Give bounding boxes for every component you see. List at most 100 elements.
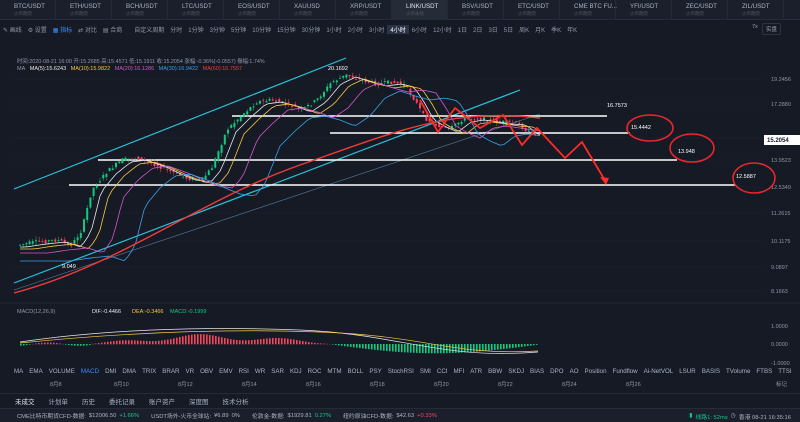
toolbar-label: 1日 bbox=[457, 27, 468, 34]
indicator-option[interactable]: CCI bbox=[436, 368, 448, 375]
indicator-option[interactable]: FTBS bbox=[756, 368, 773, 375]
indicator-option[interactable]: TRIX bbox=[142, 368, 157, 375]
indicator-option[interactable]: AO bbox=[569, 368, 579, 375]
toolbar-item[interactable]: ⇄ 对比 bbox=[75, 25, 100, 34]
indicator-option[interactable]: OBV bbox=[200, 368, 214, 375]
toolbar-item[interactable]: ▤ 合商 bbox=[100, 25, 125, 34]
indicator-option[interactable]: RSI bbox=[238, 368, 249, 375]
indicator-option[interactable]: BRAR bbox=[162, 368, 180, 375]
toolbar-item[interactable]: 周K bbox=[516, 25, 532, 34]
toolbar-item[interactable]: 1分钟 bbox=[185, 25, 206, 34]
toolbar-item[interactable]: 年K bbox=[564, 25, 580, 34]
toolbar-item[interactable]: 月K bbox=[532, 25, 548, 34]
toolbar-item[interactable]: 5分钟 bbox=[228, 25, 249, 34]
toolbar-item[interactable]: 4小时 bbox=[387, 24, 409, 34]
toolbar-item[interactable]: 1日 bbox=[455, 25, 470, 34]
x-axis-marker[interactable]: 标记 bbox=[776, 382, 788, 388]
toolbar-item[interactable]: 季K bbox=[548, 25, 564, 34]
toolbar-item[interactable]: 2小时 bbox=[345, 25, 366, 34]
indicator-option[interactable]: SMI bbox=[419, 368, 431, 375]
indicator-option[interactable]: DPO bbox=[550, 368, 564, 375]
macd-bar bbox=[227, 338, 229, 345]
ma10-line bbox=[20, 78, 541, 250]
indicator-option[interactable]: MFI bbox=[453, 368, 465, 375]
ticker-tab[interactable]: EOS/USDT 火币期货 bbox=[224, 0, 280, 19]
order-tab[interactable]: 历史 bbox=[82, 398, 95, 406]
macd-bar bbox=[374, 344, 376, 350]
macd-bar bbox=[50, 342, 52, 345]
ticker-tab[interactable]: ZIL/USDT 火币期货 bbox=[728, 0, 784, 19]
toolbar-item[interactable]: 3小时 bbox=[366, 25, 387, 34]
ticker-label: CME比特币期货CFD-数据: bbox=[17, 414, 86, 420]
ticker-tab[interactable]: CME BTC FU... 火币期货 bbox=[560, 0, 617, 19]
indicator-option[interactable]: MACD bbox=[80, 368, 100, 375]
indicator-option[interactable]: DMI bbox=[105, 368, 117, 375]
toolbar-item[interactable]: ✎ 画线 bbox=[0, 25, 25, 34]
toolbar-item[interactable]: 12小时 bbox=[430, 25, 455, 34]
toolbar-item[interactable]: 10分钟 bbox=[249, 25, 274, 34]
indicator-option[interactable]: MTM bbox=[327, 368, 342, 375]
indicator-option[interactable]: TTSI bbox=[778, 368, 792, 375]
indicator-option[interactable]: Ai-NetVOL bbox=[643, 368, 674, 375]
toolbar-item[interactable]: ▦ 指标 bbox=[50, 25, 75, 34]
toolbar-item[interactable]: 30分钟 bbox=[299, 25, 324, 34]
ticker-tab[interactable]: ZEC/USDT 火币期货 bbox=[672, 0, 728, 19]
indicator-option[interactable]: PSY bbox=[369, 368, 382, 375]
indicator-option[interactable]: MA bbox=[14, 368, 24, 375]
candlestick-chart[interactable]: 19.2456 17.2880 15.2054 13.9523 12.5349 11.26… bbox=[0, 36, 800, 368]
toolbar-item[interactable]: 2日 bbox=[470, 25, 485, 34]
toolbar-item[interactable]: 6小时 bbox=[409, 25, 430, 34]
zoom-level[interactable]: 7x bbox=[752, 24, 758, 30]
indicator-option[interactable]: BASIS bbox=[701, 368, 720, 375]
indicator-option[interactable]: StochRSI bbox=[387, 368, 414, 375]
ticker-tab[interactable]: LTC/USDT 火币期货 bbox=[168, 0, 224, 19]
toolbar-item[interactable]: 3日 bbox=[485, 25, 500, 34]
toolbar-item[interactable]: 5日 bbox=[501, 25, 516, 34]
toolbar-item[interactable]: ⚙ 设置 bbox=[25, 25, 50, 34]
indicator-option[interactable]: EMA bbox=[29, 368, 43, 375]
indicator-option[interactable]: TVolume bbox=[725, 368, 751, 375]
toolbar-item[interactable]: 1小时 bbox=[323, 25, 344, 34]
indicator-option[interactable]: BBW bbox=[488, 368, 503, 375]
order-tab[interactable]: 未成交 bbox=[15, 398, 35, 406]
ticker-tab[interactable]: XRP/USDT 火币期货 bbox=[336, 0, 392, 19]
toolbar-item[interactable]: 3分钟 bbox=[207, 25, 228, 34]
chart-toolbar: ✎ 画线 ⚙ 设置 ▦ 指标 ⇄ 对比 ▤ 合商 自定义周期 分时 1分钟 3分钟 5分钟 10分钟… bbox=[0, 22, 800, 36]
macd-bar bbox=[302, 341, 304, 345]
order-tab[interactable]: 深度图 bbox=[189, 398, 209, 406]
ticker-tab[interactable]: ETC/USDT 火币期货 bbox=[504, 0, 560, 19]
indicator-option[interactable]: BIAS bbox=[530, 368, 545, 375]
indicator-option[interactable]: SKDJ bbox=[508, 368, 525, 375]
env-select[interactable]: 实盘 bbox=[762, 23, 782, 35]
order-tab[interactable]: 委托记录 bbox=[109, 398, 135, 406]
ticker-tab[interactable]: LINK/USDT 火币永续 bbox=[392, 0, 448, 19]
toolbar-item[interactable]: 15分钟 bbox=[274, 25, 299, 34]
ticker-tab[interactable]: BSV/USDT 火币期货 bbox=[448, 0, 504, 19]
indicator-option[interactable]: KDJ bbox=[289, 368, 302, 375]
order-tab[interactable]: 技术分析 bbox=[222, 398, 249, 406]
toolbar-item[interactable]: 自定义周期 bbox=[131, 25, 167, 34]
order-tab[interactable]: 账户资产 bbox=[149, 398, 175, 406]
indicator-option[interactable]: SAR bbox=[271, 368, 284, 375]
toolbar-item[interactable]: 分时 bbox=[167, 25, 185, 34]
macd-bar bbox=[275, 337, 277, 345]
indicator-option[interactable]: ATR bbox=[470, 368, 483, 375]
indicator-option[interactable]: DMA bbox=[122, 368, 137, 375]
ticker-tab[interactable]: ETH/USDT 火币期货 bbox=[56, 0, 112, 19]
ticker-tab[interactable]: YFI/USDT 火币期货 bbox=[616, 0, 672, 19]
x-axis-label: 8月24 bbox=[562, 382, 577, 388]
indicator-option[interactable]: Fundflow bbox=[612, 368, 638, 375]
indicator-option[interactable]: ROC bbox=[307, 368, 322, 375]
indicator-option[interactable]: VOLUME bbox=[48, 368, 75, 375]
indicator-option[interactable]: LSUR bbox=[679, 368, 696, 375]
indicator-option[interactable]: BOLL bbox=[347, 368, 364, 375]
indicator-option[interactable]: Position bbox=[584, 368, 607, 375]
indicator-option[interactable]: WR bbox=[254, 368, 266, 375]
ticker-tab[interactable]: XAUUSD 火币期货 bbox=[280, 0, 336, 19]
indicator-option[interactable]: EMV bbox=[219, 368, 233, 375]
indicator-option[interactable]: VR bbox=[185, 368, 195, 375]
order-tab[interactable]: 计划单 bbox=[48, 398, 69, 406]
ticker-tab[interactable]: BTC/USDT 火币期货 bbox=[0, 0, 56, 19]
ticker-exchange: 火币永续 bbox=[406, 11, 424, 16]
ticker-tab[interactable]: BCH/USDT 火币期货 bbox=[112, 0, 168, 19]
